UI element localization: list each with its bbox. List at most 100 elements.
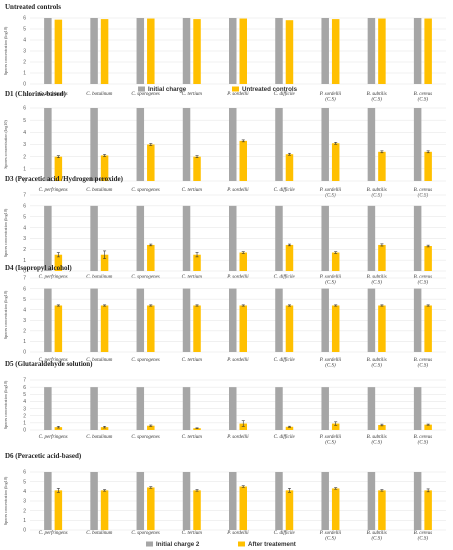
bar-initial xyxy=(44,472,52,530)
y-tick-label: 5 xyxy=(23,392,26,398)
x-category-label: P. sordellii xyxy=(226,275,249,280)
bar-treated xyxy=(331,423,340,430)
x-category-label: B. subtilis (C.S) xyxy=(367,92,387,103)
y-tick-label: 4 xyxy=(23,225,26,231)
bar-initial xyxy=(367,387,376,430)
x-category-label: C. perfringens xyxy=(39,188,68,193)
bar-initial xyxy=(136,18,145,84)
bar-initial xyxy=(321,472,329,530)
y-tick-label: 6 xyxy=(23,204,26,210)
chart-panel-6: D6 (Peracetic acid-based) Spores concentr… xyxy=(3,452,446,548)
bar-treated xyxy=(193,305,201,352)
bar-treated xyxy=(331,488,340,530)
x-category-label: P. sordellii xyxy=(226,531,249,536)
chart-title: D5 (Glutaraldehyde solution) xyxy=(5,360,93,368)
bar-initial xyxy=(413,288,422,352)
bar-initial xyxy=(44,18,52,84)
bar-initial xyxy=(136,288,145,352)
chart-panel-5: D5 (Glutaraldehyde solution) Spores conce… xyxy=(3,360,446,446)
y-tick-label: 2 xyxy=(23,329,26,335)
y-tick-label: 6 xyxy=(23,286,26,292)
x-category-label: B. subtilis (C.S) xyxy=(367,531,387,542)
bar-initial xyxy=(182,18,191,84)
x-category-label: P. sordellii xyxy=(226,188,249,193)
bar-treated xyxy=(378,151,386,181)
x-category-label: C. difficile xyxy=(274,435,296,440)
x-category-label: B. cereus (C.S) xyxy=(414,358,432,369)
y-tick-label: 7 xyxy=(23,276,26,282)
bar-initial xyxy=(229,205,237,271)
y-tick-label: 4 xyxy=(23,307,26,313)
x-category-label: P. sordellii xyxy=(226,92,249,97)
legend-label: Initial charge xyxy=(148,86,187,93)
x-category-label: B. subtilis (C.S) xyxy=(367,435,387,446)
x-category-label: C. botulinum xyxy=(86,92,113,97)
bar-initial xyxy=(229,288,237,352)
bar-treated xyxy=(239,140,247,181)
x-category-label: B. subtilis (C.S) xyxy=(367,188,387,199)
bar-treated xyxy=(378,305,386,352)
y-tick-label: 3 xyxy=(23,49,26,55)
bar-treated xyxy=(239,18,247,84)
x-category-label: B. subtilis (C.S) xyxy=(367,358,387,369)
bar-treated xyxy=(331,19,340,85)
bar-treated xyxy=(147,305,155,352)
bar-treated xyxy=(54,305,63,352)
x-category-label: C. tertium xyxy=(182,531,203,536)
bar-treated xyxy=(285,244,294,271)
legend-label: Initial charge 2 xyxy=(156,541,200,548)
bar-initial xyxy=(275,18,283,84)
x-category-label: C. difficile xyxy=(274,188,296,193)
x-category-label: C. tertium xyxy=(182,188,203,193)
x-category-label: C. difficile xyxy=(274,275,296,280)
bar-treated xyxy=(147,144,155,181)
bar-initial xyxy=(367,108,376,181)
y-tick-label: 5 xyxy=(23,118,26,124)
bar-initial xyxy=(90,108,98,181)
x-category-label: C. sporogenes xyxy=(131,531,159,536)
bar-initial xyxy=(90,472,98,530)
bar-initial xyxy=(229,18,237,84)
bar-initial xyxy=(275,472,283,530)
x-category-label: C. difficile xyxy=(274,92,296,97)
bar-initial xyxy=(413,205,422,271)
bar-treated xyxy=(239,305,247,352)
x-category-label: B. cereus (C.S) xyxy=(414,435,432,446)
x-category-label: C. sporogenes xyxy=(131,188,159,193)
x-category-label: C. botulinum xyxy=(86,275,113,280)
y-tick-label: 7 xyxy=(23,378,26,384)
x-category-label: C. difficile xyxy=(274,358,296,363)
bar-treated xyxy=(193,490,201,530)
bar-treated xyxy=(147,18,155,84)
x-category-label: C. perfringens xyxy=(39,358,68,363)
bar-initial xyxy=(44,108,52,181)
bar-initial xyxy=(321,387,329,430)
chart-panel-1: Untreated controls Spores concentration (… xyxy=(3,3,446,103)
y-tick-label: 6 xyxy=(23,106,26,112)
bar-initial xyxy=(136,387,145,430)
x-category-label: P. sordellii xyxy=(226,435,249,440)
bar-initial xyxy=(413,18,422,84)
bar-treated xyxy=(100,490,109,530)
y-tick-label: 0 xyxy=(23,82,26,88)
x-category-label: C. tertium xyxy=(182,92,203,97)
y-tick-label: 4 xyxy=(23,399,26,405)
chart-panel-2: D1 (Chlorine-based) Spores concentration … xyxy=(3,90,446,199)
chart-title: Untreated controls xyxy=(5,3,61,11)
bar-initial xyxy=(275,387,283,430)
y-axis-label: Spores concentration (log10) xyxy=(3,476,8,525)
bar-treated xyxy=(100,305,109,352)
bar-initial xyxy=(44,288,52,352)
bar-treated xyxy=(193,428,201,430)
bar-treated xyxy=(331,305,340,352)
bar-initial xyxy=(321,108,329,181)
bar-treated xyxy=(239,423,247,430)
bar-initial xyxy=(413,387,422,430)
chart-title: D6 (Peracetic acid-based) xyxy=(5,452,82,460)
legend-label: After treatement xyxy=(248,541,296,548)
bar-initial xyxy=(367,18,376,84)
bar-treated xyxy=(100,427,109,430)
bar-treated xyxy=(54,254,63,271)
y-tick-label: 3 xyxy=(23,142,26,148)
y-tick-label: 0 xyxy=(23,428,26,434)
